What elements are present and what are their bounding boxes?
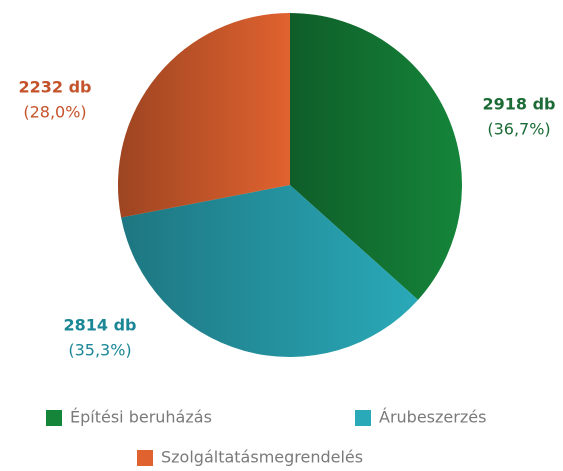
slice-shade (121, 185, 419, 357)
share-label: (35,3%) (68, 341, 131, 360)
legend-swatch (137, 450, 153, 466)
legend-label: Árubeszerzés (379, 408, 486, 427)
share-label: (36,7%) (487, 120, 550, 139)
legend-swatch (355, 410, 371, 426)
legend-label: Szolgáltatásmegrendelés (161, 448, 363, 467)
value-label: 2232 db (18, 78, 91, 97)
slice-shade (290, 13, 462, 300)
value-label: 2918 db (482, 95, 555, 114)
slice-shade (117, 13, 290, 218)
legend-label: Építési beruházás (70, 408, 212, 427)
legend-swatch (46, 410, 62, 426)
share-label: (28,0%) (23, 103, 86, 122)
value-label: 2814 db (63, 316, 136, 335)
